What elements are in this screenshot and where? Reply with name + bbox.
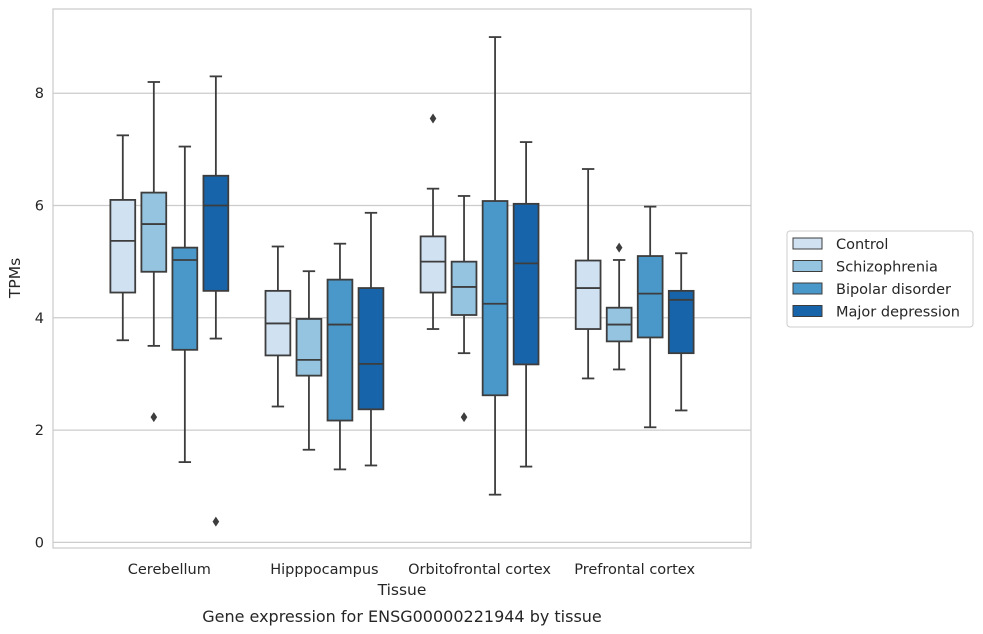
box-groups (109, 36, 695, 527)
x-tick-label: Hipppocampus (270, 562, 378, 578)
outlier-point (429, 113, 437, 124)
box-rect (512, 202, 540, 366)
box-1-0 (264, 245, 292, 408)
legend-label: Bipolar disorder (836, 282, 951, 298)
y-axis-label: TPMs (6, 258, 24, 299)
box-2-0 (419, 113, 447, 330)
legend-swatch (792, 237, 823, 250)
y-tick-label: 4 (35, 311, 44, 327)
box-0-0 (109, 134, 137, 342)
legend-swatch (792, 305, 823, 317)
box-1-1 (295, 270, 323, 451)
box-rect (326, 278, 354, 422)
grid-lines (53, 92, 751, 544)
legend-swatch (792, 260, 823, 272)
plot-frame (52, 8, 752, 549)
box-3-3 (667, 252, 695, 412)
legend: Control Schizophrenia Bipolar disorder Majo… (786, 230, 974, 328)
y-tick-label: 8 (35, 86, 44, 102)
box-rect (636, 255, 664, 339)
x-tick-label: Orbitofrontal cortex (408, 562, 551, 578)
box-rect (109, 198, 137, 294)
box-rect (202, 174, 230, 292)
x-tick-label: Cerebellum (128, 562, 211, 578)
box-0-2 (171, 145, 199, 463)
box-rect (481, 200, 509, 397)
legend-label: Control (836, 237, 888, 253)
x-tick-labels: Cerebellum Hipppocampus Orbitofrontal cort… (128, 562, 696, 578)
legend-label: Major depression (836, 305, 960, 321)
legend-swatch (792, 282, 823, 295)
box-0-3 (202, 75, 230, 527)
y-tick-label: 2 (35, 423, 44, 439)
box-rect (574, 259, 602, 330)
legend-label: Schizophrenia (836, 260, 938, 276)
outlier-point (615, 242, 623, 253)
x-tick-label: Prefrontal cortex (574, 562, 695, 578)
box-2-2 (481, 36, 509, 496)
y-tick-label: 0 (35, 535, 44, 551)
x-axis-label: Tissue (377, 581, 427, 599)
box-0-1 (140, 81, 168, 423)
box-rect (295, 318, 323, 377)
box-rect (419, 235, 447, 294)
y-tick-label: 6 (35, 199, 44, 215)
legend-frame (786, 230, 974, 328)
box-1-3 (357, 211, 385, 467)
y-tick-labels: 0 2 4 6 8 (35, 86, 44, 551)
box-2-1 (450, 195, 478, 423)
outlier-point (212, 516, 220, 527)
box-2-3 (512, 141, 540, 468)
chart-caption: Gene expression for ENSG00000221944 by t… (202, 607, 602, 626)
box-rect (450, 260, 478, 316)
box-rect (140, 191, 168, 273)
plot-area (53, 9, 751, 548)
box-rect (171, 246, 199, 351)
outlier-point (460, 412, 468, 423)
outlier-point (150, 412, 158, 423)
box-3-0 (574, 168, 602, 380)
box-1-2 (326, 242, 354, 471)
box-rect (357, 287, 385, 411)
box-rect (667, 289, 695, 355)
box-3-1 (605, 242, 633, 371)
box-3-2 (636, 205, 664, 429)
